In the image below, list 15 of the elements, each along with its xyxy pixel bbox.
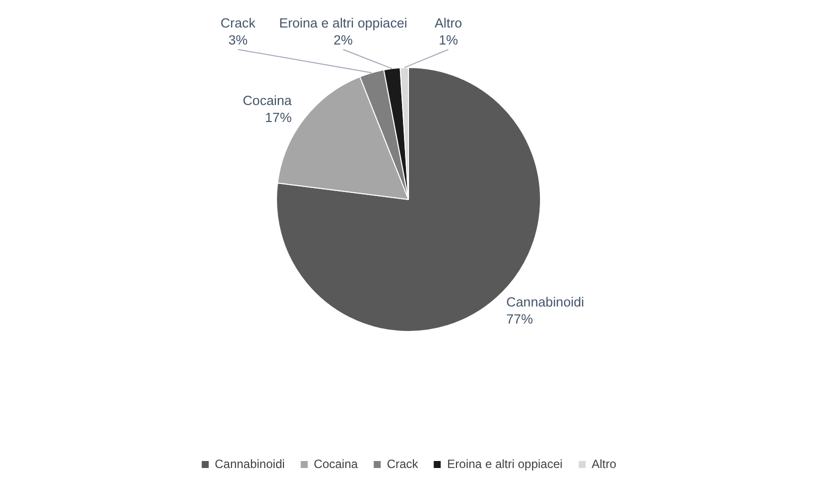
legend-label: Altro (592, 457, 616, 471)
legend-label: Crack (386, 457, 418, 471)
data-label: 3% (228, 32, 248, 48)
legend-label: Eroina e altri oppiacei (447, 457, 563, 471)
slice-label: Cannabinoidi (506, 294, 584, 310)
legend-label: Cannabinoidi (214, 457, 285, 471)
slice-label: Eroina e altri oppiacei (279, 16, 408, 30)
data-label: 1% (438, 32, 458, 48)
slice-label: Cocaina (242, 92, 292, 108)
data-label: 77% (506, 311, 534, 326)
slice-label: Altro (434, 16, 462, 30)
slice-label: Crack (220, 16, 256, 30)
legend-label: Cocaina (314, 457, 358, 471)
data-label: 2% (334, 32, 353, 48)
data-label: 17% (265, 110, 292, 125)
